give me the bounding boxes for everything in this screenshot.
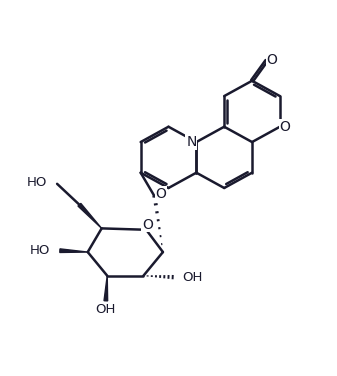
Polygon shape bbox=[60, 249, 88, 252]
Text: O: O bbox=[142, 218, 153, 232]
Text: OH: OH bbox=[96, 303, 116, 316]
Text: O: O bbox=[155, 187, 166, 201]
Polygon shape bbox=[78, 203, 102, 228]
Text: N: N bbox=[186, 135, 196, 149]
Polygon shape bbox=[104, 276, 108, 301]
Text: OH: OH bbox=[182, 271, 203, 284]
Text: O: O bbox=[279, 120, 290, 134]
Text: O: O bbox=[267, 53, 278, 67]
Text: HO: HO bbox=[30, 244, 50, 257]
Text: HO: HO bbox=[27, 176, 47, 189]
